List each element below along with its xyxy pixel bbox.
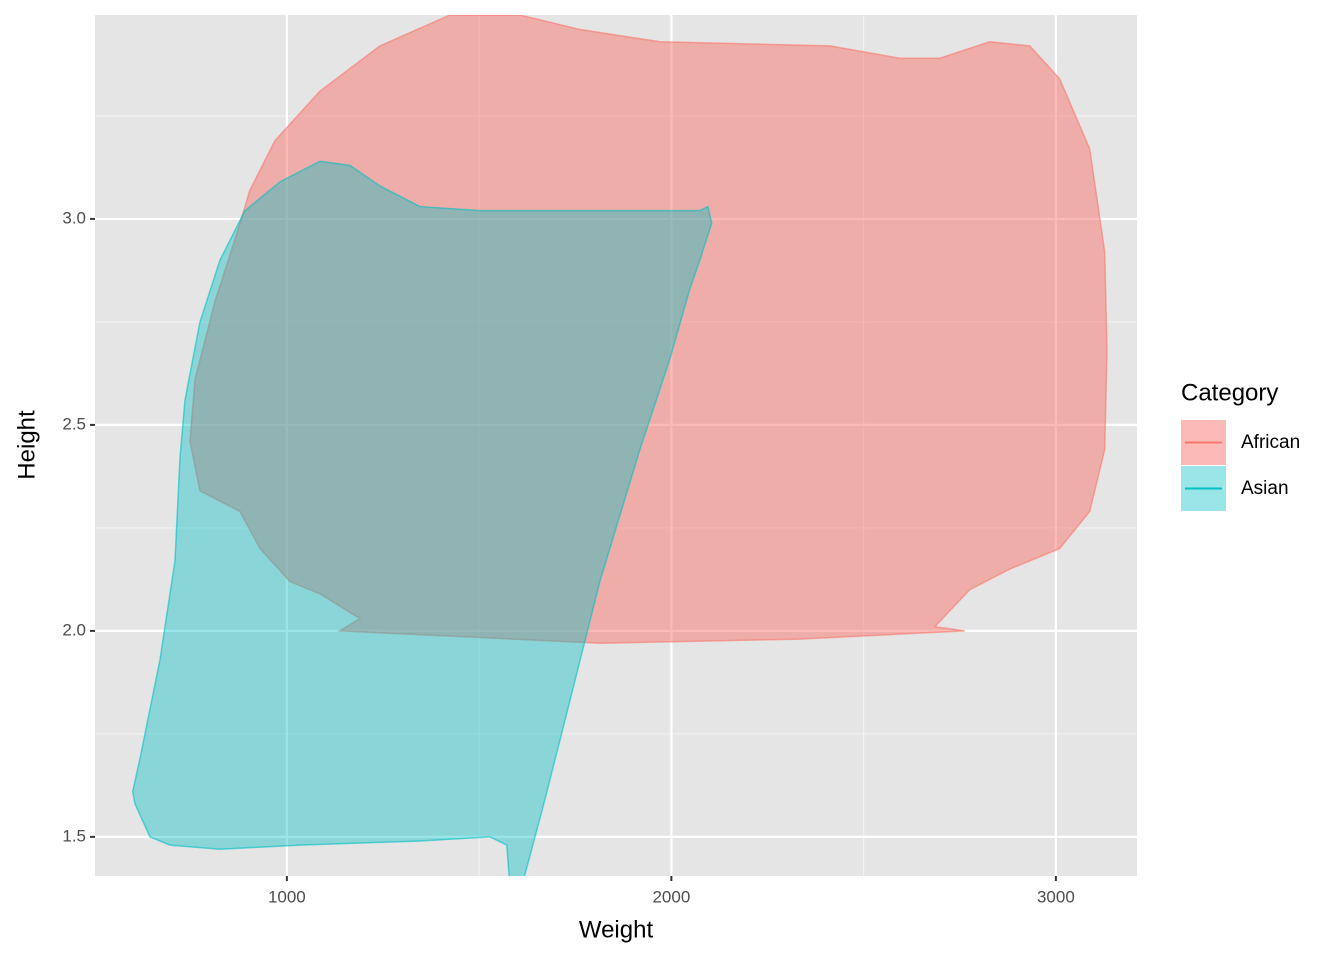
x-tick-label: 3000	[1037, 887, 1075, 906]
x-axis-title: Weight	[579, 916, 654, 943]
y-axis-title: Height	[13, 410, 40, 480]
y-tick-label: 2.5	[62, 414, 86, 433]
x-tick-label: 2000	[652, 887, 690, 906]
area-shape	[189, 15, 1108, 644]
legend-label: African	[1241, 432, 1300, 453]
area-shape	[131, 160, 713, 876]
y-tick-label: 3.0	[62, 208, 86, 227]
labels: 1000 2000 3000 1.5 2.0 2.5 3.0 African Asian	[62, 208, 1300, 906]
y-tick-label: 2.0	[62, 620, 86, 639]
legend-title: Category	[1181, 379, 1278, 406]
marks	[131, 15, 1108, 876]
y-tick-label: 1.5	[62, 826, 86, 845]
x-tick-label: 1000	[268, 887, 306, 906]
legend-label: Asian	[1241, 478, 1289, 499]
